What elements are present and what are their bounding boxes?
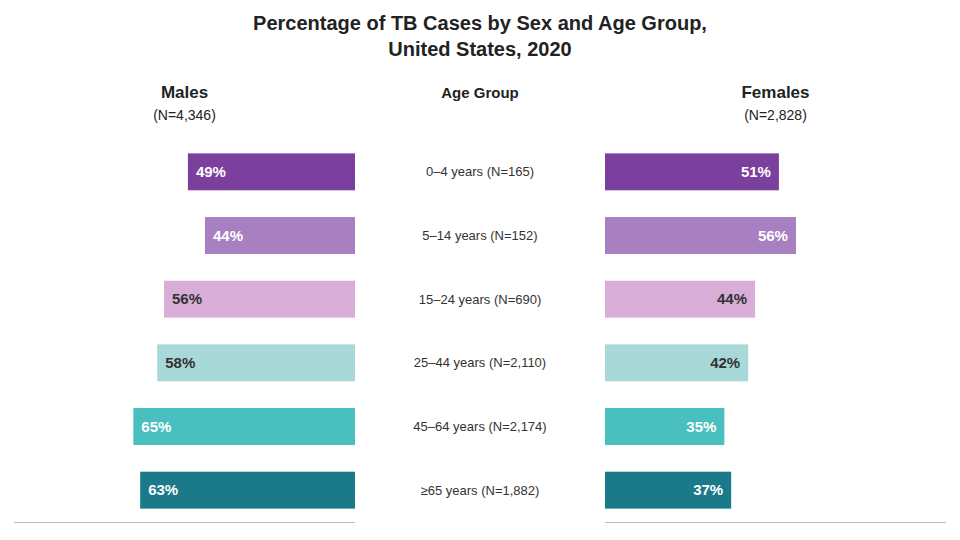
subtitle: United States, 2020 [388,38,571,60]
axis-line [605,522,946,523]
chart: Percentage of TB Cases by Sex and Age Gr… [0,0,960,540]
bar [605,153,779,190]
bar [605,217,796,254]
category-label: ≥65 years (N=1,882) [421,483,540,498]
annotation: (N=4,346) [153,107,216,123]
data-label: 44% [717,290,747,307]
data-label: 44% [213,227,243,244]
data-label: 65% [141,418,171,435]
bar [140,472,355,509]
axis-line [14,522,355,523]
data-label: 63% [148,481,178,498]
labels: Males (N=4,346) 49% 44% 56% 58% 65% 63% Females (… [141,83,809,498]
bars [133,153,796,508]
data-label: 49% [196,163,226,180]
bar [605,408,724,445]
bar [205,217,355,254]
series-header: Males [161,83,208,102]
bar [188,153,355,190]
bar [605,344,748,381]
data-label: 56% [758,227,788,244]
bar [157,344,355,381]
data-label: 58% [165,354,195,371]
category-label: 5–14 years (N=152) [422,228,537,243]
bar [605,281,755,318]
bar [164,281,355,318]
data-label: 35% [686,418,716,435]
annotation: (N=2,828) [744,107,807,123]
category-label: 15–24 years (N=690) [419,292,542,307]
category-label: 45–64 years (N=2,174) [413,419,546,434]
data-label: 42% [710,354,740,371]
title: Percentage of TB Cases by Sex and Age Gr… [253,12,707,34]
bar [605,472,731,509]
bar [133,408,355,445]
series-header: Females [741,83,809,102]
data-label: 56% [172,290,202,307]
axis-title: Age Group [441,84,519,101]
data-label: 37% [693,481,723,498]
category-label: 0–4 years (N=165) [426,164,534,179]
data-label: 51% [741,163,771,180]
category-label: 25–44 years (N=2,110) [414,355,546,370]
